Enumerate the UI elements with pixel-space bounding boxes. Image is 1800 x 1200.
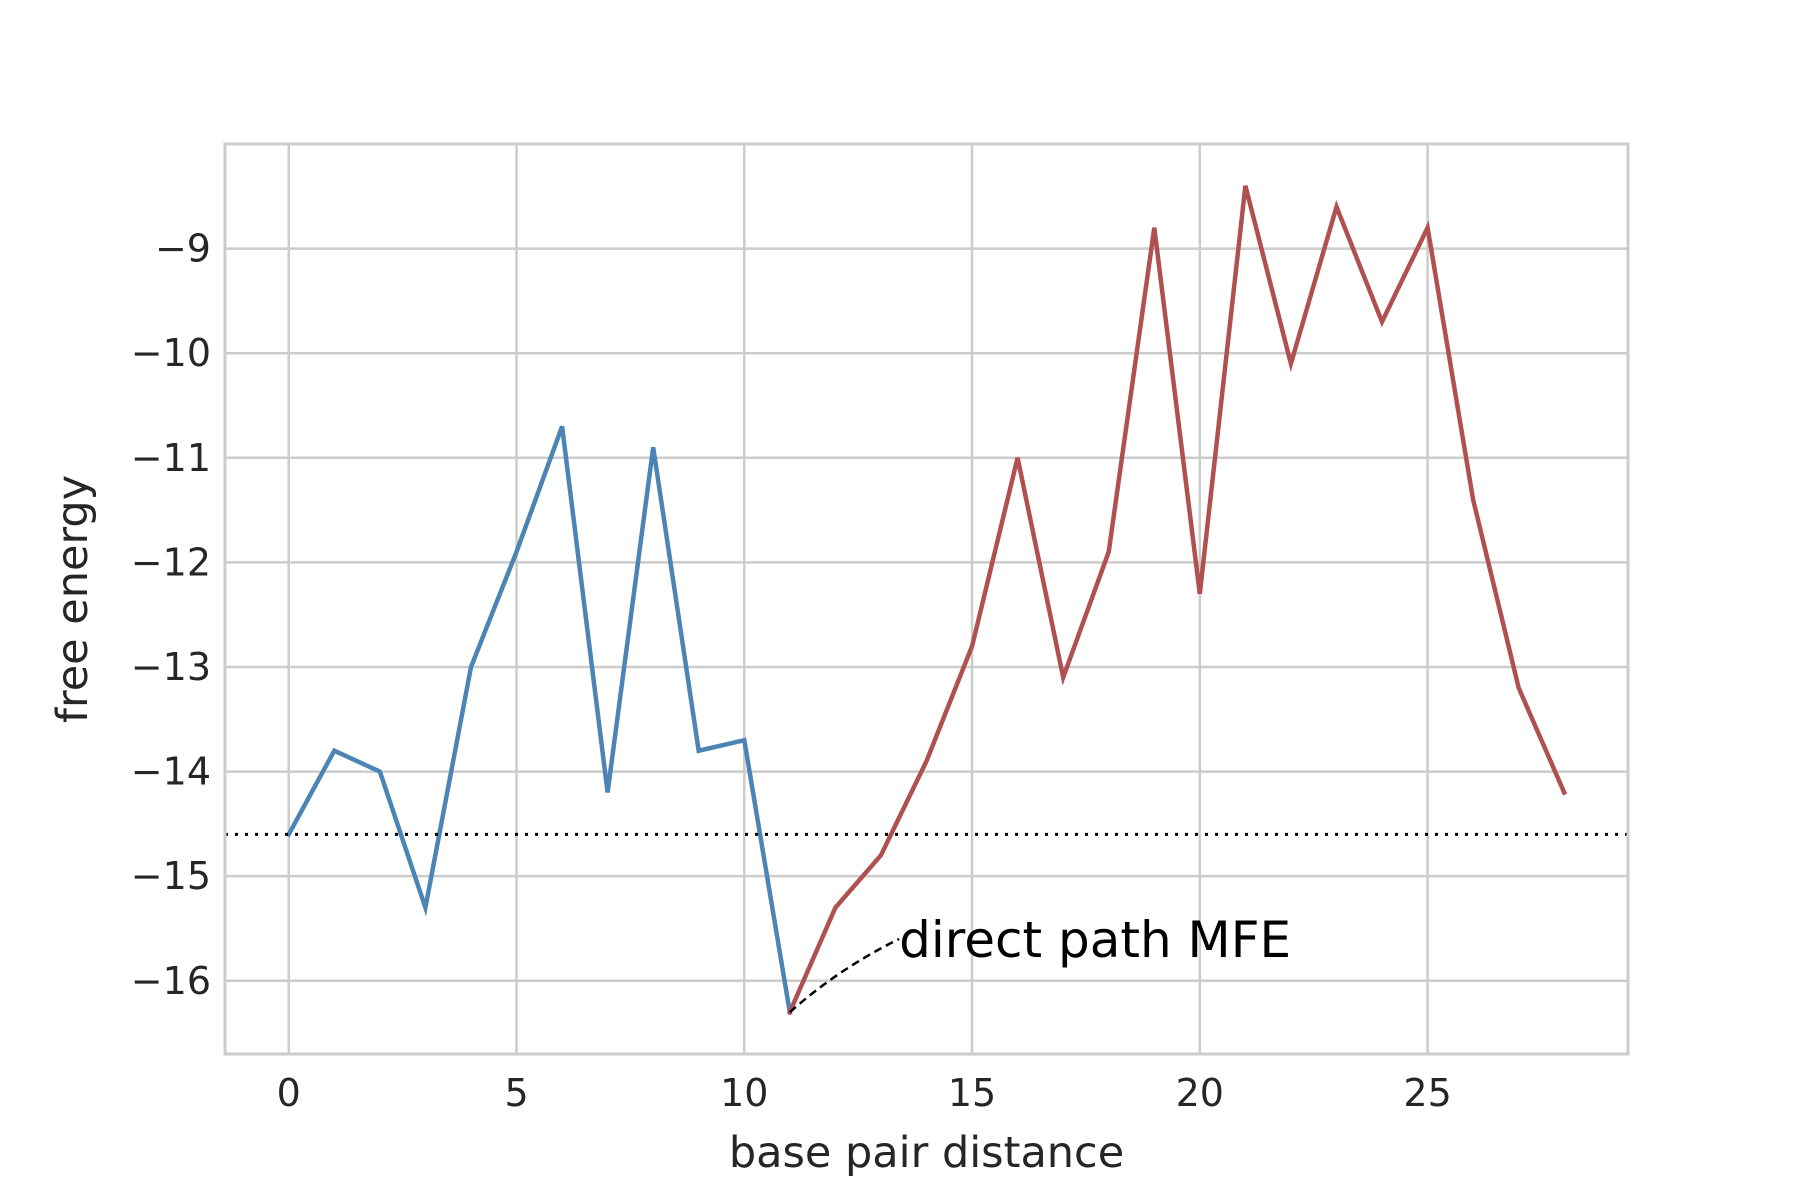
- annotation-label: direct path MFE: [899, 911, 1291, 969]
- x-tick-labels: 0 5 10 15 20 25: [277, 1071, 1452, 1115]
- x-tick-label: 10: [720, 1071, 768, 1115]
- annotation-arrow: [789, 937, 900, 1014]
- y-tick-label: −11: [131, 436, 211, 480]
- y-tick-label: −15: [131, 854, 211, 898]
- x-tick-label: 0: [277, 1071, 301, 1115]
- grid: [225, 144, 1628, 1054]
- annotation-layer: direct path MFE: [789, 911, 1291, 1014]
- y-tick-label: −13: [131, 645, 211, 689]
- y-tick-label: −10: [131, 331, 211, 375]
- y-tick-label: −16: [131, 959, 211, 1003]
- y-tick-label: −12: [131, 540, 211, 584]
- series-line-2: [786, 185, 1568, 1016]
- y-tick-label: −9: [155, 227, 211, 271]
- x-tick-label: 15: [948, 1071, 996, 1115]
- series-layer: [285, 185, 1568, 1016]
- x-tick-label: 5: [504, 1071, 528, 1115]
- x-axis-label: base pair distance: [729, 1128, 1124, 1178]
- x-tick-label: 20: [1176, 1071, 1224, 1115]
- y-axis-label: free energy: [48, 475, 98, 723]
- x-tick-label: 25: [1403, 1071, 1451, 1115]
- y-tick-label: −14: [131, 750, 211, 794]
- y-tick-labels: −16 −15 −14 −13 −12 −11 −10 −9: [131, 227, 211, 1003]
- plot-frame: [223, 142, 1630, 1056]
- series-line-1: [285, 425, 793, 1015]
